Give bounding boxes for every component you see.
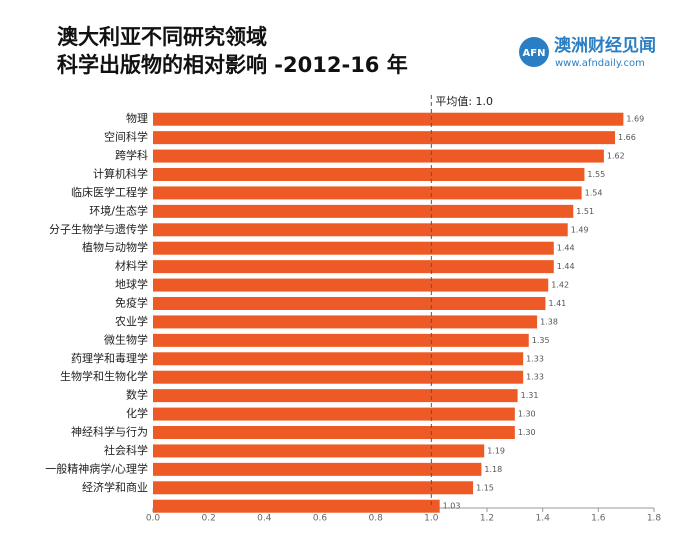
y-tick-label: 社会科学 [104, 443, 148, 457]
value-label: 1.62 [607, 152, 625, 161]
x-tick-label: 0.4 [257, 514, 272, 524]
value-label: 1.55 [587, 170, 605, 179]
value-label: 1.03 [443, 502, 461, 511]
value-label: 1.51 [576, 207, 594, 216]
y-tick-label: 物理 [126, 111, 148, 125]
bar [153, 426, 515, 439]
bar [153, 186, 582, 200]
bar [153, 241, 554, 255]
y-tick-label: 数学 [126, 388, 148, 402]
y-tick-label: 微生物学 [104, 332, 148, 346]
y-tick-label: 植物与动物学 [82, 240, 148, 254]
logo-circle [519, 37, 549, 67]
value-label: 1.38 [540, 317, 558, 326]
bar [153, 352, 524, 366]
bar [153, 315, 538, 329]
x-tick-label: 1.8 [647, 514, 662, 524]
logo: AFN 澳洲财经见闻 www.afndaily.com [519, 35, 656, 69]
value-label: 1.42 [551, 281, 569, 290]
y-tick-label: 神经科学与行为 [71, 425, 148, 439]
value-label: 1.66 [618, 133, 636, 142]
value-label: 1.18 [484, 465, 502, 474]
x-tick-label: 0.8 [369, 514, 384, 524]
value-label: 1.44 [557, 262, 575, 271]
x-tick-label: 0.6 [313, 514, 328, 524]
logo-name: 澳洲财经见闻 [554, 35, 656, 56]
y-tick-label: 临床医学工程学 [71, 185, 148, 199]
y-tick-label: 空间科学 [104, 130, 148, 144]
y-tick-label: 免疫学 [115, 296, 148, 310]
x-tick-label: 0.2 [202, 514, 216, 524]
logo-mark: AFN [523, 48, 546, 59]
bar [153, 131, 616, 145]
bar [153, 444, 485, 458]
value-label: 1.69 [626, 115, 644, 124]
bar [153, 389, 518, 403]
bar [153, 204, 574, 218]
y-tick-label: 农业学 [115, 314, 148, 328]
bar [153, 297, 546, 310]
x-tick-label: 0.0 [146, 514, 161, 524]
chart-title: 科学出版物的相对影响 -2012-16 年 [57, 53, 408, 77]
value-label: 1.35 [532, 336, 550, 345]
y-tick-label: 地球学 [115, 277, 148, 291]
x-tick-label: 1.4 [536, 514, 551, 524]
bar [153, 333, 529, 347]
logo-url: www.afndaily.com [555, 58, 645, 69]
bar [153, 149, 604, 163]
bar [153, 260, 554, 274]
y-tick-label: 材料学 [115, 259, 148, 273]
bar [153, 168, 585, 181]
value-label: 1.54 [585, 188, 603, 197]
bar [153, 112, 624, 126]
bar [153, 278, 549, 292]
chart-title: 澳大利亚不同研究领域 [57, 25, 267, 49]
x-tick-label: 1.0 [424, 514, 439, 524]
x-tick-label: 1.2 [480, 514, 494, 524]
y-tick-label: 经济学和商业 [82, 480, 148, 494]
value-label: 1.30 [518, 428, 536, 437]
value-label: 1.33 [526, 373, 544, 382]
y-tick-label: 一般精神病学/心理学 [45, 461, 148, 475]
bar [153, 223, 568, 237]
y-tick-label: 分子生物学与遗传学 [49, 222, 148, 236]
reference-label: 平均值: 1.0 [435, 95, 493, 108]
y-tick-label: 跨学科 [115, 148, 148, 162]
value-label: 1.19 [487, 446, 505, 455]
y-tick-label: 环境/生态学 [89, 203, 148, 217]
bar [153, 370, 524, 384]
bar [153, 407, 515, 421]
value-label: 1.15 [476, 483, 494, 492]
bar [153, 481, 474, 495]
y-tick-label: 计算机科学 [93, 167, 148, 181]
y-tick-label: 生物学和生物化学 [60, 369, 148, 383]
value-label: 1.44 [557, 244, 575, 253]
bar [153, 499, 440, 513]
value-label: 1.49 [571, 225, 589, 234]
value-label: 1.33 [526, 354, 544, 363]
value-label: 1.30 [518, 410, 536, 419]
value-label: 1.31 [521, 391, 539, 400]
y-tick-label: 化学 [126, 406, 148, 420]
bar [153, 462, 482, 476]
value-label: 1.41 [548, 299, 566, 308]
y-tick-label: 药理学和毒理学 [71, 351, 148, 365]
x-tick-label: 1.6 [591, 514, 606, 524]
